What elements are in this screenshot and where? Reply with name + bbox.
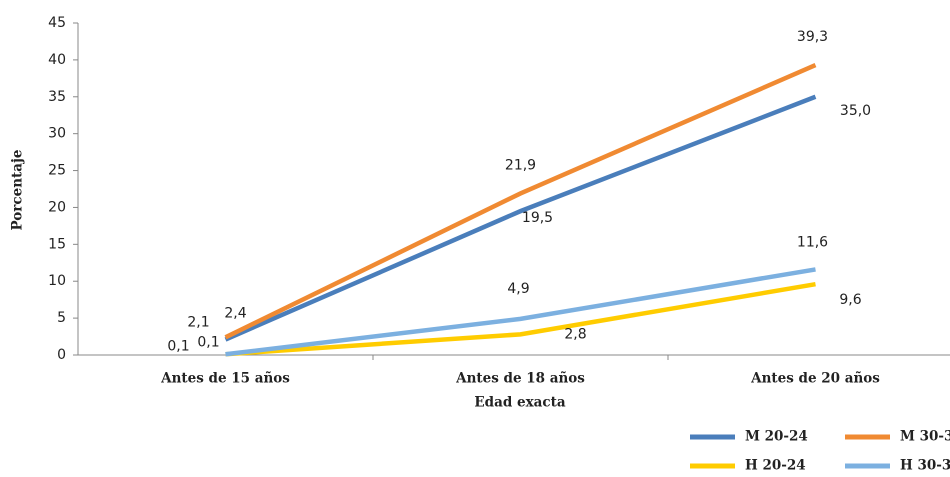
data-label: 39,3 — [797, 29, 828, 45]
series-line — [224, 94, 817, 342]
y-tick-label: 10 — [48, 273, 66, 289]
y-tick-label: 40 — [48, 52, 66, 68]
series-line — [224, 62, 817, 340]
x-tick-label: Antes de 15 años — [160, 371, 290, 387]
y-axis-title: Porcentaje — [10, 150, 26, 231]
data-label: 19,5 — [522, 210, 553, 226]
y-tick-label: 0 — [57, 347, 66, 363]
series-line — [225, 281, 816, 357]
y-tick-label: 25 — [48, 163, 66, 179]
y-tick-label: 30 — [48, 126, 66, 142]
y-tick-label: 15 — [48, 236, 66, 252]
series-line — [225, 267, 816, 357]
y-tick-label: 20 — [48, 199, 66, 215]
x-tick-label: Antes de 20 años — [750, 371, 880, 387]
data-label: 2,8 — [564, 326, 586, 342]
data-label: 35,0 — [840, 103, 871, 119]
y-tick-label: 35 — [48, 89, 66, 105]
data-label: 9,6 — [839, 292, 861, 308]
data-label: 11,6 — [797, 234, 828, 250]
y-tick-label: 5 — [57, 310, 66, 326]
data-label: 2,4 — [224, 305, 246, 321]
legend-label: H 20-24 — [745, 458, 806, 474]
data-label: 4,9 — [507, 281, 529, 297]
y-tick-label: 45 — [48, 15, 66, 31]
data-label: 0,1 — [167, 338, 189, 354]
legend-label: M 30-34 — [900, 429, 950, 445]
x-tick-label: Antes de 18 años — [455, 371, 585, 387]
x-axis-title: Edad exacta — [474, 395, 565, 411]
data-label: 2,1 — [187, 315, 209, 331]
legend-label: M 20-24 — [745, 429, 808, 445]
data-label: 21,9 — [505, 157, 536, 173]
data-label: 0,1 — [197, 334, 219, 350]
legend-label: H 30-34 — [900, 458, 950, 474]
